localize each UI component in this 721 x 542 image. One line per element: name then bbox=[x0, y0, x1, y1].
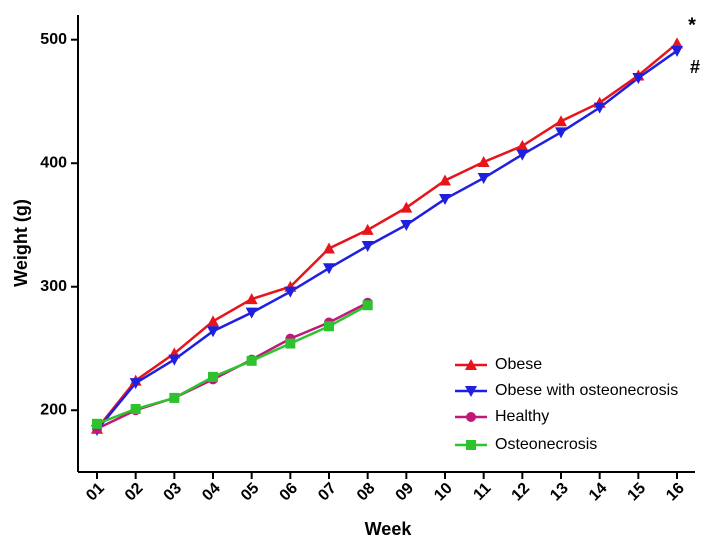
x-tick-label: 10 bbox=[431, 480, 456, 505]
x-tick-label: 12 bbox=[509, 480, 534, 505]
data-point bbox=[169, 392, 180, 403]
data-point bbox=[632, 72, 645, 84]
data-point bbox=[324, 321, 334, 332]
annotation: * bbox=[688, 14, 696, 36]
data-point bbox=[245, 307, 258, 319]
data-point bbox=[245, 293, 258, 305]
annotation: # bbox=[690, 57, 700, 77]
data-point bbox=[285, 338, 296, 349]
data-point bbox=[207, 315, 219, 327]
data-point bbox=[439, 174, 451, 186]
data-point bbox=[477, 173, 490, 185]
legend-marker bbox=[466, 440, 476, 450]
data-point bbox=[92, 418, 102, 429]
legend-label: Obese bbox=[495, 356, 542, 373]
series-line bbox=[96, 49, 678, 431]
data-point bbox=[439, 194, 451, 206]
x-tick-label: 11 bbox=[470, 480, 494, 504]
legend-marker bbox=[465, 359, 477, 370]
data-point bbox=[284, 286, 297, 298]
data-point bbox=[555, 115, 567, 127]
data-point bbox=[671, 37, 683, 49]
x-tick-label: 08 bbox=[354, 480, 379, 505]
data-point bbox=[130, 404, 141, 415]
x-tick-label: 04 bbox=[199, 480, 224, 505]
y-tick-label: 300 bbox=[40, 278, 67, 295]
x-tick-label: 07 bbox=[315, 480, 340, 505]
series-line bbox=[96, 304, 369, 425]
data-point bbox=[671, 45, 683, 57]
data-point bbox=[246, 355, 257, 366]
legend-marker bbox=[465, 386, 477, 397]
data-point bbox=[477, 155, 490, 167]
data-point bbox=[168, 354, 181, 366]
data-point bbox=[361, 223, 374, 235]
data-point bbox=[207, 326, 219, 338]
y-tick-label: 500 bbox=[40, 31, 67, 48]
x-tick-label: 05 bbox=[238, 480, 263, 505]
data-point bbox=[129, 378, 142, 390]
legend-label: Obese with osteonecrosis bbox=[495, 382, 678, 399]
x-tick-label: 09 bbox=[393, 480, 418, 505]
x-tick-label: 03 bbox=[161, 480, 186, 505]
data-point bbox=[323, 242, 335, 254]
legend-label: Osteonecrosis bbox=[495, 436, 597, 453]
data-point bbox=[361, 240, 374, 252]
y-tick-label: 400 bbox=[40, 154, 67, 171]
x-tick-label: 15 bbox=[625, 480, 650, 505]
y-tick-label: 200 bbox=[40, 401, 67, 418]
data-point bbox=[400, 219, 413, 231]
x-tick-label: 06 bbox=[277, 480, 302, 505]
y-axis-label: Weight (g) bbox=[11, 199, 31, 287]
data-point bbox=[400, 201, 413, 213]
data-point bbox=[593, 102, 606, 114]
x-tick-label: 13 bbox=[547, 480, 572, 505]
data-point bbox=[323, 263, 335, 275]
legend-label: Healthy bbox=[495, 408, 549, 425]
x-tick-label: 02 bbox=[122, 480, 147, 505]
data-point bbox=[516, 149, 529, 161]
x-tick-label: 16 bbox=[663, 480, 688, 505]
series-line bbox=[96, 42, 678, 430]
x-tick-label: 14 bbox=[586, 480, 611, 505]
legend-marker bbox=[466, 412, 476, 422]
x-tick-label: 01 bbox=[83, 480, 108, 505]
data-point bbox=[208, 371, 218, 382]
data-point bbox=[516, 139, 529, 151]
data-point bbox=[362, 300, 373, 311]
x-axis-label: Week bbox=[365, 519, 413, 539]
data-point bbox=[555, 127, 567, 139]
